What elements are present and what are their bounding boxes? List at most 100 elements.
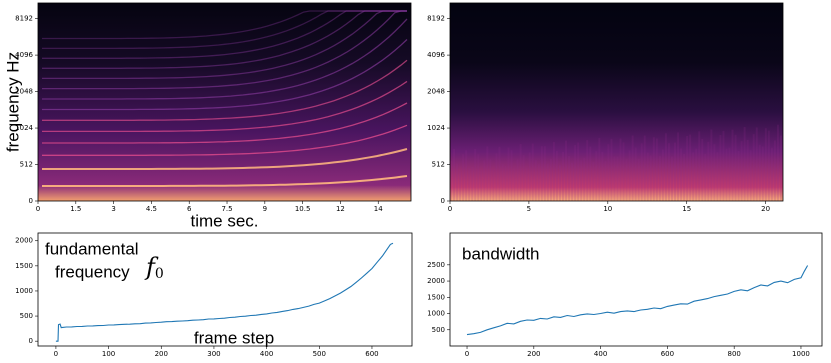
y-tick-label: 1500 xyxy=(15,262,33,270)
axes-frame xyxy=(37,232,413,347)
texture-strip xyxy=(667,143,670,201)
texture-strip xyxy=(704,153,707,201)
texture-strip xyxy=(619,138,622,201)
texture-strip xyxy=(471,166,474,201)
x-tick-label: 400 xyxy=(594,350,607,358)
texture-strip xyxy=(501,164,504,201)
y-tick-label: 2500 xyxy=(427,261,445,269)
texture-strip xyxy=(525,167,528,201)
y-tick-label: 512 xyxy=(432,161,445,169)
x-tick-label: 20 xyxy=(761,205,770,213)
math-symbol: f0 xyxy=(144,253,164,283)
texture-strip xyxy=(689,134,692,201)
texture-strip xyxy=(722,130,725,201)
texture-strip xyxy=(646,152,649,201)
x-tick-label: 6 xyxy=(187,205,192,213)
texture-strip xyxy=(643,135,646,201)
texture-strip xyxy=(631,135,634,201)
texture-strip xyxy=(546,163,549,201)
y-tick-label: 0 xyxy=(29,337,33,345)
y-axis-label: frequency Hz xyxy=(3,52,22,152)
texture-strip xyxy=(540,146,543,201)
texture-strip xyxy=(749,150,752,201)
x-axis-label: frame step xyxy=(194,328,274,347)
texture-strip xyxy=(604,160,607,201)
x-tick-label: 0 xyxy=(54,350,58,358)
x-tick-label: 200 xyxy=(527,350,540,358)
texture-strip xyxy=(764,128,767,201)
texture-strip xyxy=(583,157,586,201)
harmonic xyxy=(42,102,408,144)
texture-strip xyxy=(586,140,589,201)
texture-strip xyxy=(701,138,704,201)
x-tick-label: 500 xyxy=(313,350,326,358)
y-tick-label: 500 xyxy=(20,312,33,320)
texture-strip xyxy=(622,142,625,201)
texture-strip xyxy=(664,133,667,201)
x-axis-label: time sec. xyxy=(190,211,258,230)
texture-strip xyxy=(779,135,782,201)
axes-frame xyxy=(449,2,784,202)
y-tick-label: 4096 xyxy=(427,51,445,59)
x-tick-label: 3 xyxy=(111,205,115,213)
texture-strip xyxy=(725,148,728,201)
x-tick-label: 0 xyxy=(448,205,452,213)
texture-strip xyxy=(489,159,492,201)
x-tick-label: 600 xyxy=(661,350,674,358)
x-tick-label: 4.5 xyxy=(146,205,157,213)
texture-strip xyxy=(734,134,737,201)
texture-strip xyxy=(589,146,592,201)
x-tick-label: 1000 xyxy=(792,350,810,358)
texture-strip xyxy=(483,160,486,201)
y-tick-label: 2048 xyxy=(427,88,445,96)
texture-strip xyxy=(595,151,598,201)
texture-strip xyxy=(504,165,507,201)
texture-strip xyxy=(453,148,456,201)
texture-strip xyxy=(713,144,716,201)
texture-strip xyxy=(543,146,546,201)
texture-strip xyxy=(507,147,510,201)
texture-strip xyxy=(516,159,519,201)
x-tick-label: 0 xyxy=(465,350,469,358)
harmonics xyxy=(42,10,408,187)
texture-strip xyxy=(462,154,465,201)
y-tick-label: 1000 xyxy=(427,310,445,318)
x-tick-label: 1.5 xyxy=(70,205,81,213)
texture-strip xyxy=(698,131,701,201)
texture-strip xyxy=(634,147,637,201)
x-tick-label: 200 xyxy=(155,350,168,358)
texture-strip xyxy=(510,150,513,201)
texture-strip xyxy=(610,138,613,201)
harmonic xyxy=(42,10,407,69)
texture-strip xyxy=(655,138,658,201)
texture-strip xyxy=(640,143,643,201)
y-tick-label: 4096 xyxy=(15,51,33,59)
annotation: frequency xyxy=(55,262,130,281)
y-tick-label: 0 xyxy=(29,197,33,205)
texture-strip xyxy=(637,158,640,201)
y-tick-label: 1500 xyxy=(427,293,445,301)
texture-strip xyxy=(555,150,558,201)
texture-strip xyxy=(522,155,525,201)
texture-strip xyxy=(577,142,580,201)
harmonic xyxy=(42,18,408,100)
texture-strip xyxy=(755,127,758,201)
texture-strip xyxy=(468,168,471,201)
harmonic xyxy=(42,10,407,90)
x-tick-label: 400 xyxy=(260,350,273,358)
texture-strip xyxy=(649,155,652,201)
axes-frame xyxy=(37,2,412,202)
annotation: fundamental xyxy=(45,239,139,258)
annotation: bandwidth xyxy=(462,244,540,263)
texture-strip xyxy=(574,145,577,201)
y-tick-label: 2000 xyxy=(15,237,33,245)
texture-strip xyxy=(658,155,661,201)
texture-strip xyxy=(537,164,540,201)
texture-strip xyxy=(528,152,531,201)
line xyxy=(466,265,809,336)
x-tick-label: 12 xyxy=(336,205,345,213)
y-tick-label: 500 xyxy=(432,326,445,334)
texture-strip xyxy=(592,162,595,201)
spectrogram-image xyxy=(450,3,783,201)
texture-strip xyxy=(710,129,713,201)
